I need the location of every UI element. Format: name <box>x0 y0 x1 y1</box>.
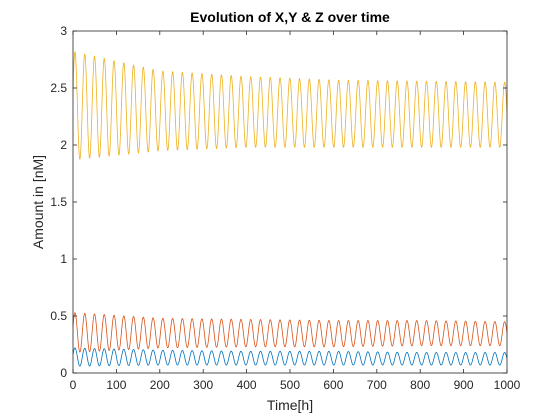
x-tick-label-6: 600 <box>323 378 343 392</box>
x-tick-label-5: 500 <box>280 378 300 392</box>
x-tick-label-4: 400 <box>237 378 257 392</box>
series-line-3 <box>72 51 508 160</box>
x-tick-label-7: 700 <box>367 378 387 392</box>
x-tick-label-10: 1000 <box>494 378 521 392</box>
series-line-2 <box>72 312 508 353</box>
y-tick-label-2: 1 <box>60 252 67 266</box>
y-tick-label-1: 0.5 <box>50 309 67 323</box>
series-line-1 <box>72 347 508 367</box>
axes-background <box>73 31 507 373</box>
chart-title: Evolution of X,Y & Z over time <box>190 9 390 25</box>
x-tick-label-1: 100 <box>106 378 126 392</box>
y-tick-label-5: 2.5 <box>50 81 67 95</box>
series-layer <box>72 51 508 367</box>
y-tick-label-0: 0 <box>60 366 67 380</box>
y-tick-label-3: 1.5 <box>50 195 67 209</box>
y-tick-label-6: 3 <box>60 24 67 38</box>
y-tick-label-4: 2 <box>60 138 67 152</box>
y-axis-label: Amount in [nM] <box>30 155 46 249</box>
x-tick-label-0: 0 <box>70 378 77 392</box>
x-axis: 0 100 200 300 400 500 600 700 800 900 1000 <box>70 31 521 392</box>
x-tick-label-9: 900 <box>454 378 474 392</box>
y-axis: 0 0.5 1 1.5 2 2.5 3 <box>50 24 507 380</box>
plot-area: 0 100 200 300 400 500 600 700 800 900 1000 0 0.5 1 1.… <box>50 24 520 392</box>
x-tick-label-2: 200 <box>150 378 170 392</box>
x-tick-label-3: 300 <box>193 378 213 392</box>
x-axis-label: Time[h] <box>267 397 313 413</box>
x-tick-label-8: 800 <box>410 378 430 392</box>
